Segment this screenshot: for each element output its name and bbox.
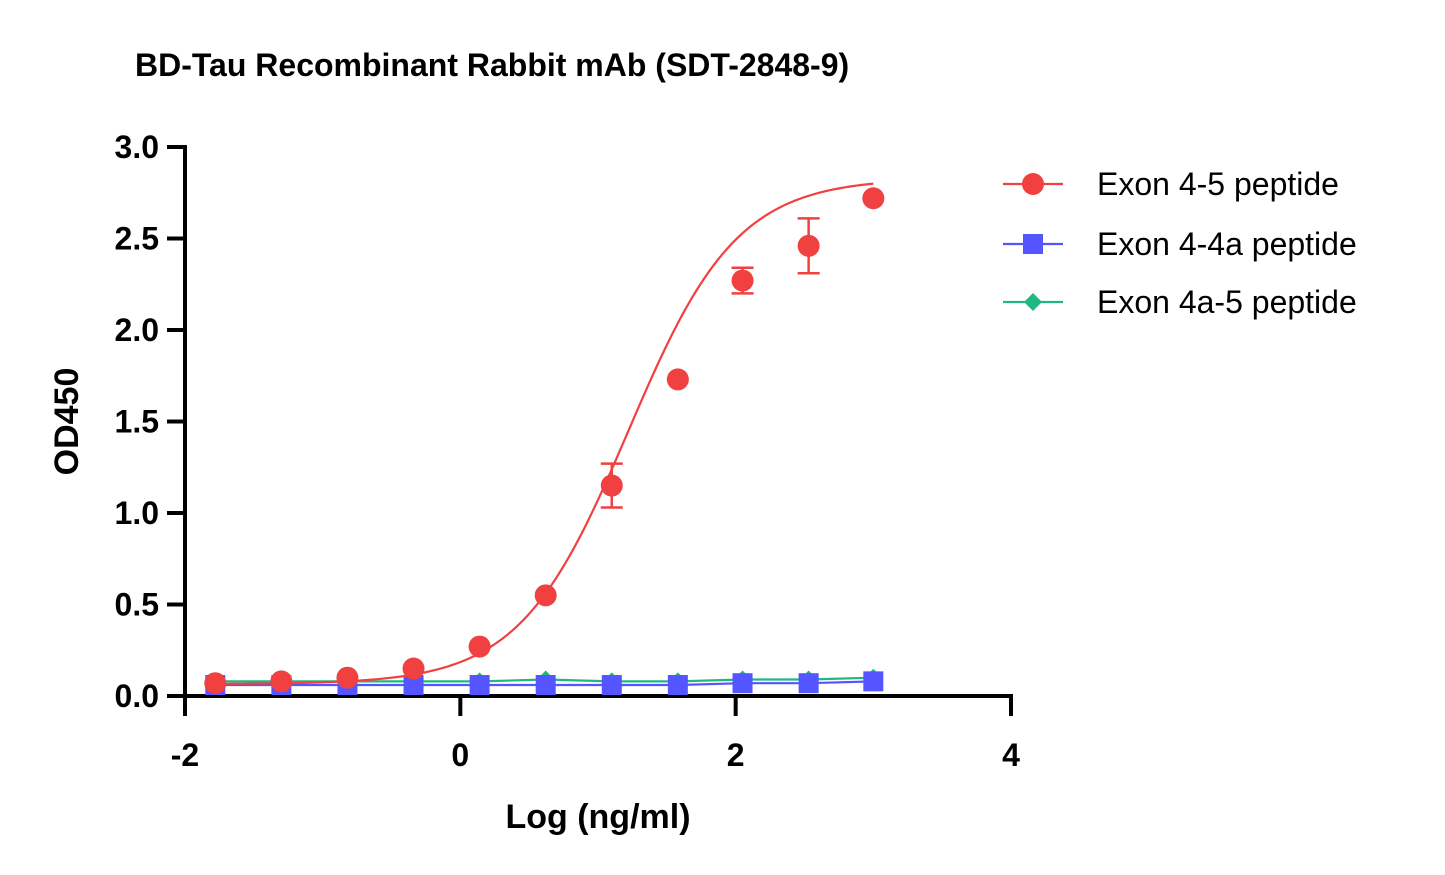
- data-point: [468, 635, 491, 658]
- legend-item: Exon 4-5 peptide: [1003, 166, 1339, 202]
- y-tick-label: 2.0: [115, 312, 159, 348]
- legend-label: Exon 4a-5 peptide: [1097, 284, 1357, 320]
- x-axis-label: Log (ng/ml): [505, 798, 690, 836]
- y-tick-label: 1.5: [115, 404, 159, 440]
- legend-item: Exon 4-4a peptide: [1003, 226, 1357, 262]
- x-tick-label: -2: [171, 737, 199, 773]
- data-point: [336, 666, 359, 689]
- x-tick-label: 0: [451, 737, 469, 773]
- data-point: [797, 234, 820, 257]
- data-point: [667, 675, 688, 696]
- data-point: [862, 187, 885, 210]
- data-point: [469, 675, 490, 696]
- data-point: [798, 673, 819, 694]
- legend-label: Exon 4-4a peptide: [1097, 226, 1357, 262]
- y-tick-label: 0.0: [115, 678, 159, 714]
- y-tick-label: 0.5: [115, 587, 159, 623]
- legend-marker: [1024, 293, 1042, 311]
- data-point: [863, 671, 884, 692]
- x-tick-label: 2: [727, 737, 745, 773]
- y-tick-label: 3.0: [115, 129, 159, 165]
- y-ticks: 0.0 0.5 1.0 1.5 2.0 2.5 3.0: [115, 129, 185, 714]
- y-axis-label: OD450: [48, 368, 86, 476]
- data-point: [204, 672, 227, 695]
- data-point: [535, 675, 556, 696]
- legend: Exon 4-5 peptide Exon 4-4a peptide Exon 4a…: [1003, 166, 1357, 320]
- x-ticks: -2 0 2 4: [171, 696, 1020, 773]
- data-point: [534, 584, 557, 607]
- data-point: [270, 670, 293, 693]
- data-point: [601, 675, 622, 696]
- data-point: [402, 657, 425, 680]
- series-exon-4-4a-peptide: [205, 671, 884, 696]
- x-tick-label: 4: [1002, 737, 1020, 773]
- data-point: [732, 673, 753, 694]
- legend-item: Exon 4a-5 peptide: [1003, 284, 1357, 320]
- data-point: [600, 474, 623, 497]
- axes: [183, 145, 1013, 698]
- fit-curve: [215, 182, 874, 685]
- legend-marker: [1022, 173, 1044, 195]
- legend-marker: [1023, 234, 1043, 254]
- y-tick-label: 2.5: [115, 221, 159, 257]
- y-tick-label: 1.0: [115, 495, 159, 531]
- data-point: [403, 675, 424, 696]
- legend-label: Exon 4-5 peptide: [1097, 166, 1339, 202]
- chart-title: BD-Tau Recombinant Rabbit mAb (SDT-2848-…: [135, 47, 849, 83]
- plot-series: [204, 182, 885, 696]
- data-point: [666, 368, 689, 391]
- data-point: [731, 269, 754, 292]
- series-exon-4-5-peptide: [204, 182, 885, 695]
